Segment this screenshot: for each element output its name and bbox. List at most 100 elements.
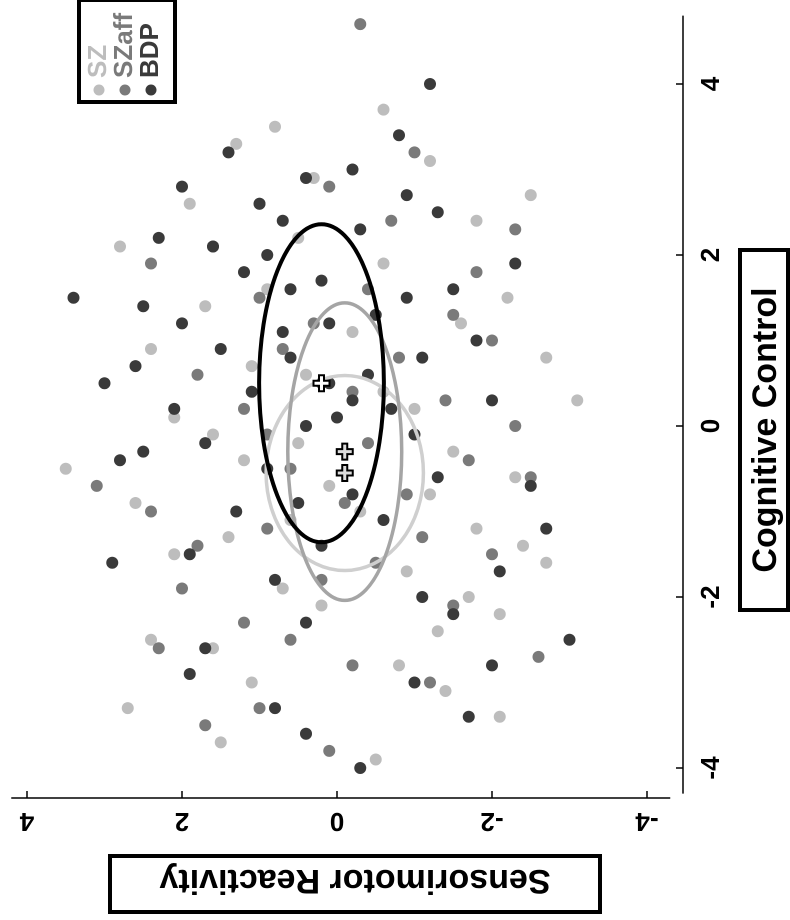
data-point-bdp (114, 454, 126, 467)
data-point-bdp (214, 343, 227, 356)
y-tick-label: 2 (175, 807, 189, 837)
data-point-szaff (191, 368, 204, 381)
data-point-bdp (284, 283, 297, 296)
data-point-bdp (129, 360, 142, 373)
data-point-sz (408, 402, 421, 415)
data-point-sz (245, 360, 258, 373)
data-point-bdp (230, 505, 243, 518)
legend-item-sz: SZ (82, 45, 112, 96)
data-point-szaff (199, 719, 212, 732)
legend-label: BDP (134, 23, 164, 78)
ellipse-layer (257, 222, 426, 603)
x-axis-title: Cognitive Control (746, 287, 784, 572)
data-point-szaff (524, 471, 537, 484)
data-point-szaff (323, 180, 336, 193)
data-point-bdp (486, 394, 498, 407)
data-point-bdp (493, 565, 506, 578)
data-point-bdp (269, 702, 281, 715)
legend-item-bdp: BDP (134, 23, 164, 96)
data-point-sz (183, 197, 196, 210)
data-point-bdp (486, 659, 498, 672)
data-point-bdp (323, 317, 336, 330)
data-point-sz (245, 676, 258, 689)
ellipse-bdp (257, 222, 386, 545)
data-point-szaff (462, 454, 475, 467)
centroid-layer (312, 374, 354, 483)
data-point-szaff (253, 702, 266, 715)
centroid-szaff (335, 442, 354, 461)
data-point-szaff (176, 582, 188, 595)
data-point-szaff (439, 394, 452, 407)
data-point-szaff (385, 214, 398, 227)
data-point-sz (269, 120, 281, 133)
data-point-bdp (137, 300, 150, 313)
centroid-sz (335, 464, 354, 483)
data-point-bdp (176, 317, 188, 330)
data-point-bdp (106, 556, 119, 569)
data-point-szaff (486, 334, 498, 347)
data-point-sz (222, 531, 235, 544)
data-point-bdp (67, 291, 80, 304)
data-point-bdp (400, 291, 413, 304)
data-point-bdp (199, 437, 212, 450)
data-point-bdp (98, 377, 111, 390)
data-point-bdp (462, 710, 475, 723)
data-point-bdp (176, 180, 188, 193)
data-point-sz (369, 753, 382, 766)
data-point-bdp (300, 727, 312, 740)
legend-item-szaff: SZaff (108, 13, 138, 96)
data-point-sz (455, 317, 467, 330)
data-point-bdp (416, 591, 429, 603)
data-point-szaff (346, 385, 359, 398)
data-point-sz (431, 625, 444, 638)
data-point-bdp (354, 223, 367, 236)
data-point-sz (168, 411, 181, 424)
data-point-bdp (354, 762, 367, 774)
data-point-szaff (323, 744, 336, 757)
data-point-bdp (207, 240, 219, 253)
data-point-szaff (354, 18, 367, 31)
centroid-cross (337, 466, 352, 481)
data-point-sz (439, 685, 452, 698)
data-point-szaff (145, 257, 157, 270)
data-point-bdp (563, 633, 576, 646)
data-point-szaff (90, 479, 103, 492)
data-point-bdp (137, 445, 150, 458)
data-point-bdp (408, 676, 421, 689)
data-point-sz (400, 565, 413, 578)
data-point-bdp (331, 411, 343, 424)
data-point-bdp (300, 172, 312, 185)
data-point-szaff (238, 402, 250, 415)
data-point-bdp (509, 257, 522, 270)
data-point-bdp (346, 488, 359, 501)
data-point-sz (470, 214, 483, 227)
data-point-sz (168, 548, 181, 561)
data-point-szaff (253, 291, 266, 304)
data-point-sz (238, 454, 250, 467)
data-point-sz (571, 394, 584, 407)
data-point-szaff (284, 633, 297, 646)
data-point-sz (292, 437, 305, 450)
data-point-bdp (183, 667, 196, 680)
data-point-szaff (486, 548, 498, 561)
y-axis-title-box: Sensorimotor Reactivity (108, 854, 602, 914)
data-point-sz (377, 257, 390, 270)
data-point-bdp (431, 471, 444, 484)
data-point-bdp (238, 266, 250, 279)
legend-marker (93, 84, 105, 96)
data-point-sz (447, 445, 460, 458)
data-point-bdp (416, 351, 429, 364)
data-point-bdp (245, 385, 258, 398)
data-point-szaff (416, 531, 429, 544)
data-point-sz (145, 633, 157, 646)
data-point-szaff (145, 505, 157, 518)
data-point-bdp (284, 351, 297, 364)
y-tick-label: 4 (19, 807, 34, 837)
data-point-sz (470, 522, 483, 535)
data-point-bdp (276, 325, 289, 338)
points-layer (59, 18, 584, 774)
data-point-sz (501, 291, 514, 304)
data-point-bdp (393, 129, 405, 142)
